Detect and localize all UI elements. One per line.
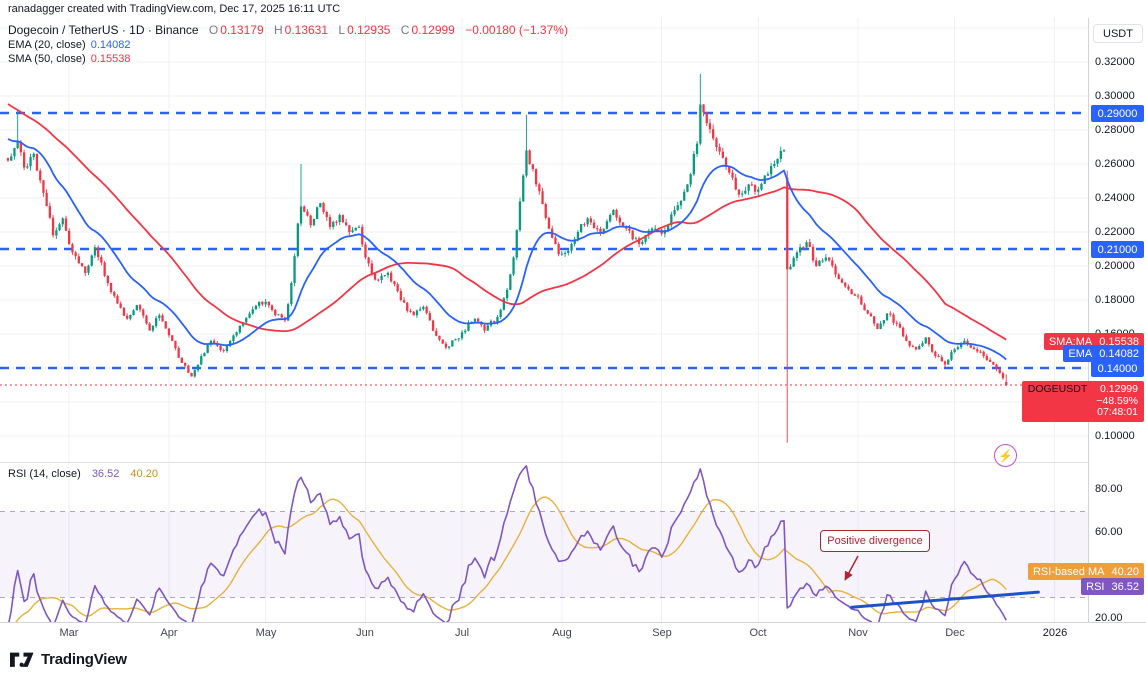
tradingview-logo-icon bbox=[10, 652, 34, 667]
price-axis[interactable]: USDT 0.29000 0.21000 0.14000 SMA:MA 0.155… bbox=[1021, 18, 1146, 624]
ohlc-low-value: 0.12935 bbox=[347, 23, 391, 37]
rsi-legend-row[interactable]: RSI (14, close) 36.52 40.20 bbox=[8, 468, 158, 480]
price-badge-price: 0.12999 bbox=[1100, 383, 1138, 395]
rsi-tick-label: 20.00 bbox=[1095, 612, 1123, 624]
price-badge-change: −48.59% bbox=[1096, 394, 1138, 407]
candles-layer bbox=[6, 73, 1008, 443]
symbol-legend-row[interactable]: Dogecoin / TetherUS · 1D · Binance O 0.13… bbox=[8, 23, 568, 38]
x-axis-label-dec: Dec bbox=[945, 627, 965, 639]
price-tick-label: 0.32000 bbox=[1095, 56, 1135, 68]
rsi-legend-value: 36.52 bbox=[91, 468, 120, 480]
level-badge-0-21: 0.21000 bbox=[1091, 241, 1144, 258]
price-tick-label: 0.20000 bbox=[1095, 260, 1135, 272]
tradingview-logo[interactable]: TradingView bbox=[10, 651, 127, 668]
symbol-title[interactable]: Dogecoin / TetherUS · 1D · Binance bbox=[8, 23, 199, 37]
attribution-text: ranadagger created with TradingView.com,… bbox=[8, 3, 341, 15]
x-axis-label-may: May bbox=[255, 627, 277, 639]
rsi-tick-label: 80.00 bbox=[1095, 483, 1123, 495]
price-tick-label: 0.24000 bbox=[1095, 192, 1135, 204]
level-badge-0-29: 0.29000 bbox=[1091, 105, 1144, 122]
ohlc-high-value: 0.13631 bbox=[284, 23, 329, 37]
ohlc-open-value: 0.13179 bbox=[220, 23, 264, 37]
current-price-badge: DOGEUSDT 0.12999 −48.59% 07:48:01 bbox=[1021, 381, 1144, 422]
x-axis-label-jun: Jun bbox=[356, 627, 374, 639]
price-tick-label: 0.28000 bbox=[1095, 124, 1135, 136]
x-axis-label-aug: Aug bbox=[552, 627, 572, 639]
sma-legend-value: 0.15538 bbox=[90, 53, 131, 65]
ohlc-high-label: H bbox=[273, 23, 283, 37]
ema-price-badge: EMA 0.14082 bbox=[1063, 345, 1144, 362]
rsi-tick-label: 60.00 bbox=[1095, 526, 1123, 538]
sma-legend-row[interactable]: SMA (50, close) 0.15538 bbox=[8, 52, 568, 66]
lightning-icon: ⚡ bbox=[998, 448, 1013, 463]
flash-agent-button[interactable]: ⚡ bbox=[994, 444, 1017, 467]
ema-legend-value: 0.14082 bbox=[90, 39, 131, 51]
rsi-value-badge: RSI 36.52 bbox=[1081, 578, 1144, 595]
rsi-chart-canvas[interactable] bbox=[0, 463, 1088, 623]
positive-divergence-annotation[interactable]: Positive divergence bbox=[820, 530, 930, 552]
ema-legend-row[interactable]: EMA (20, close) 0.14082 bbox=[8, 38, 568, 52]
price-tick-label: 0.10000 bbox=[1095, 430, 1135, 442]
ohlc-low-label: L bbox=[338, 23, 346, 37]
sma-legend-label: SMA (50, close) bbox=[8, 53, 86, 65]
price-tick-label: 0.18000 bbox=[1095, 294, 1135, 306]
ohlc-change-value: −0.00180 (−1.37%) bbox=[465, 23, 568, 37]
currency-toggle[interactable]: USDT bbox=[1093, 24, 1143, 43]
x-axis-label-mar: Mar bbox=[59, 627, 79, 639]
x-axis-label-2026: 2026 bbox=[1042, 627, 1068, 639]
price-chart-canvas[interactable] bbox=[0, 18, 1088, 462]
price-badge-symbol: DOGEUSDT bbox=[1027, 383, 1088, 395]
ohlc-close-label: C bbox=[400, 23, 410, 37]
ohlc-close-value: 0.12999 bbox=[411, 23, 455, 37]
chart-legend: Dogecoin / TetherUS · 1D · Binance O 0.13… bbox=[8, 23, 568, 66]
ohlc-open-label: O bbox=[208, 23, 219, 37]
price-tick-label: 0.22000 bbox=[1095, 226, 1135, 238]
rsi-legend-label: RSI (14, close) bbox=[8, 468, 81, 480]
time-axis[interactable]: Mar Apr May Jun Jul Aug Sep Oct Nov Dec 2026 bbox=[0, 622, 1146, 644]
price-tick-label: 0.26000 bbox=[1095, 158, 1135, 170]
price-tick-label: 0.30000 bbox=[1095, 90, 1135, 102]
x-axis-label-sep: Sep bbox=[652, 627, 672, 639]
ema-legend-label: EMA (20, close) bbox=[8, 39, 86, 51]
price-badge-countdown: 07:48:01 bbox=[1097, 406, 1138, 418]
level-badge-0-14: 0.14000 bbox=[1091, 360, 1144, 377]
x-axis-label-oct: Oct bbox=[749, 627, 767, 639]
x-axis-label-apr: Apr bbox=[160, 627, 178, 639]
rsi-ma-legend-value: 40.20 bbox=[130, 468, 158, 480]
rsi-indicator-pane[interactable]: RSI (14, close) 36.52 40.20 Positive div… bbox=[0, 462, 1088, 623]
x-axis-label-nov: Nov bbox=[848, 627, 868, 639]
x-axis-label-jul: Jul bbox=[454, 627, 470, 639]
main-price-pane[interactable]: Dogecoin / TetherUS · 1D · Binance O 0.13… bbox=[0, 18, 1088, 467]
tradingview-brand-text: TradingView bbox=[41, 651, 127, 668]
annotation-text: Positive divergence bbox=[827, 535, 923, 547]
rsi-ma-badge: RSI-based MA 40.20 bbox=[1027, 563, 1144, 580]
